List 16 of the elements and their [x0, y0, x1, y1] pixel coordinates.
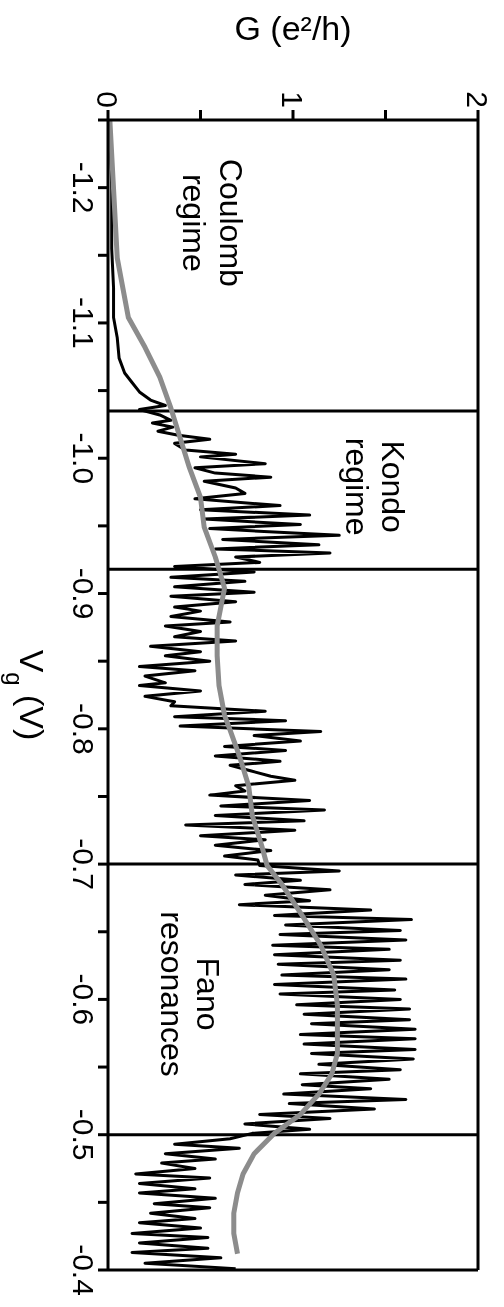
x-tick-label: 1: [276, 91, 310, 108]
x-tick-label: 2: [461, 91, 495, 108]
y-tick-label: -0.8: [66, 702, 100, 755]
y-tick-label: -0.9: [66, 567, 100, 620]
y-tick-label: -1.0: [66, 432, 100, 485]
y-tick-label: -0.6: [66, 973, 100, 1026]
y-tick-label: -0.5: [66, 1108, 100, 1161]
y-tick-label: -0.7: [66, 838, 100, 890]
annotation: Coulomb regime: [174, 158, 249, 287]
x-axis-title: G (e²/h): [234, 9, 352, 47]
annotation: Fano resonances: [152, 911, 227, 1077]
y-tick-label: -0.4: [66, 1244, 100, 1296]
x-tick-label: 0: [91, 91, 125, 108]
annotation: Kondo regime: [337, 437, 412, 536]
y-tick-label: -1.1: [66, 297, 100, 349]
y-tick-label: -1.2: [66, 161, 100, 214]
